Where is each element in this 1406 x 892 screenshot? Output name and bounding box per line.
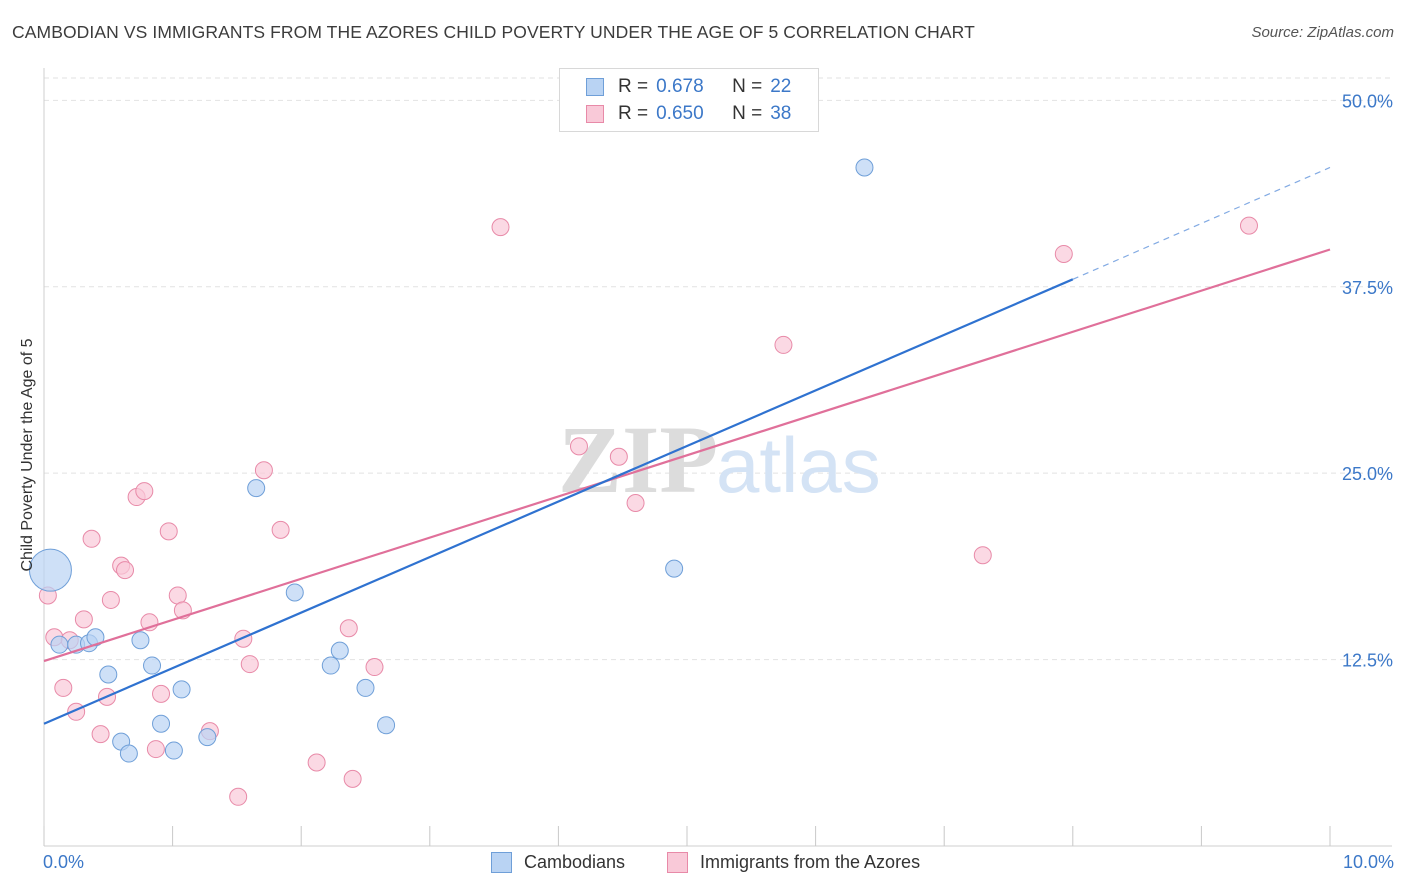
cambodian-point — [377, 716, 396, 735]
axes — [43, 68, 1392, 847]
cambodian-point — [99, 665, 118, 684]
legend-swatch-pink — [586, 105, 604, 123]
legend-label-azores: Immigrants from the Azores — [700, 852, 921, 872]
azores-point — [74, 610, 93, 629]
azores-point — [569, 437, 588, 456]
azores-point — [609, 447, 628, 466]
cambodian-point — [131, 631, 150, 650]
series-azores-points — [38, 216, 1258, 806]
cambodian-point — [321, 656, 340, 675]
legend-r-label: R = — [618, 103, 649, 124]
azores-point — [365, 658, 384, 677]
trendlines — [43, 166, 1331, 725]
y-tick-label: 25.0% — [1342, 464, 1393, 484]
legend-row-azores: R = 0.650 N = 38 — [586, 102, 791, 126]
cambodian-trendline-extension — [1072, 166, 1331, 280]
cambodian-point — [172, 680, 191, 699]
legend-n-label: N = — [732, 76, 763, 97]
series-legend: Cambodians Immigrants from the Azores — [0, 852, 1406, 876]
cambodian-point — [28, 548, 72, 592]
legend-n-value: 22 — [770, 76, 792, 97]
cambodian-point — [855, 158, 874, 177]
azores-point — [159, 522, 178, 541]
x-tick-label-max: 10.0% — [1342, 852, 1394, 872]
azores-point — [229, 787, 248, 806]
legend-label-cambodians: Cambodians — [524, 852, 626, 872]
y-tick-label: 50.0% — [1342, 91, 1393, 111]
legend-row-cambodians: R = 0.678 N = 22 — [586, 75, 791, 99]
legend-n-value: 38 — [770, 103, 792, 124]
azores-point — [152, 684, 171, 703]
azores-point — [254, 461, 273, 480]
azores-point — [973, 546, 992, 565]
legend-swatch-blue — [586, 78, 604, 96]
legend-r-value: 0.678 — [656, 76, 704, 97]
source-label: Source: ZipAtlas.com — [1251, 24, 1394, 41]
y-axis-label: Child Poverty Under the Age of 5 — [19, 338, 36, 572]
azores-point — [146, 740, 165, 759]
cambodian-point — [119, 744, 138, 763]
cambodian-point — [50, 635, 69, 654]
legend-item-azores[interactable]: Immigrants from the Azores — [667, 852, 920, 873]
azores-point — [240, 655, 259, 674]
azores-point — [307, 753, 326, 772]
azores-point — [343, 769, 362, 788]
cambodian-point — [198, 728, 217, 747]
azores-point — [91, 725, 110, 744]
cambodian-point — [330, 641, 349, 660]
watermark-atlas: atlas — [716, 421, 881, 509]
y-tick-label: 37.5% — [1342, 278, 1393, 298]
azores-point — [1054, 244, 1073, 263]
legend-swatch-pink — [667, 852, 688, 873]
cambodian-point — [143, 656, 162, 675]
cambodian-point — [164, 741, 183, 760]
azores-point — [271, 520, 290, 539]
cambodian-trendline — [43, 278, 1074, 725]
cambodian-point — [247, 479, 266, 498]
azores-point — [339, 619, 358, 638]
gridlines — [44, 77, 1392, 661]
legend-r-label: R = — [618, 76, 649, 97]
azores-point — [626, 494, 645, 513]
chart-title: CAMBODIAN VS IMMIGRANTS FROM THE AZORES … — [12, 22, 975, 42]
azores-point — [101, 590, 120, 609]
y-tick-label: 12.5% — [1342, 651, 1393, 671]
legend-r-value: 0.650 — [656, 103, 704, 124]
cambodian-point — [285, 583, 304, 602]
legend-swatch-blue — [491, 852, 512, 873]
legend-item-cambodians[interactable]: Cambodians — [491, 852, 625, 873]
x-tick-label-min: 0.0% — [43, 852, 85, 872]
azores-point — [774, 335, 793, 354]
legend-n-label: N = — [732, 103, 763, 124]
azores-point — [54, 678, 73, 697]
y-tick-labels: 12.5% 25.0% 37.5% 50.0% — [1342, 91, 1393, 670]
correlation-legend: R = 0.678 N = 22 R = 0.650 N = 38 — [559, 68, 819, 132]
azores-point — [135, 482, 154, 501]
cambodian-point — [152, 714, 171, 733]
azores-point — [116, 561, 135, 580]
cambodian-point — [665, 559, 684, 578]
cambodian-point — [356, 678, 375, 697]
azores-point — [491, 218, 510, 237]
azores-point — [1239, 216, 1258, 235]
azores-trendline — [43, 248, 1331, 663]
azores-point — [82, 529, 101, 548]
